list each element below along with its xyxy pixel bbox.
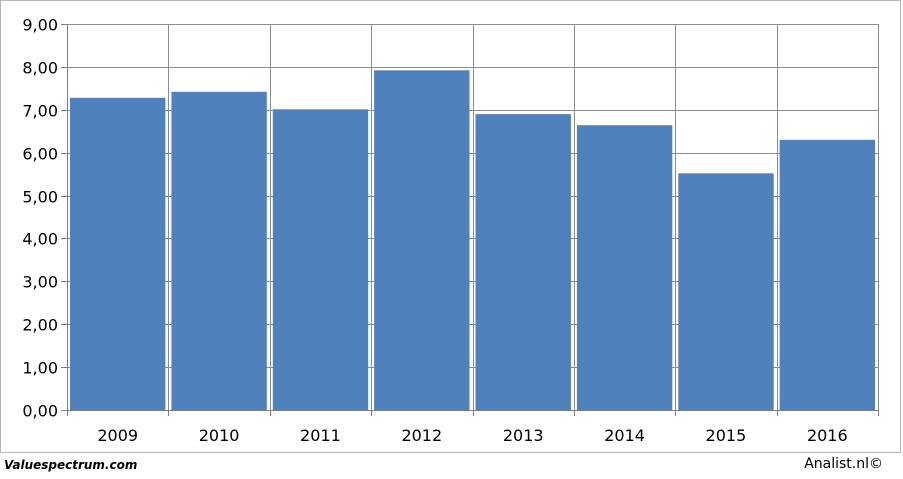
bar-2015 — [678, 173, 774, 410]
bar-2016 — [779, 139, 875, 411]
y-tick-label: 4,00 — [22, 230, 58, 249]
x-tick-label: 2010 — [199, 426, 240, 445]
y-tick-label: 2,00 — [22, 316, 58, 335]
bar-2011 — [272, 109, 369, 411]
y-tick-label: 3,00 — [22, 273, 58, 292]
bar-chart: 0,00 1,00 2,00 3,00 4,00 5,00 6,00 7,00 8,00 9,00… — [22, 16, 879, 445]
x-tick-label: 2011 — [300, 426, 341, 445]
bar-2013 — [475, 114, 571, 410]
y-tick-label: 6,00 — [22, 145, 58, 164]
credit-label: Analist.nl© — [804, 456, 883, 472]
x-tick-label: 2014 — [604, 426, 645, 445]
y-tick-label: 1,00 — [22, 359, 58, 378]
y-tick-label: 9,00 — [22, 16, 58, 35]
bar-2014 — [576, 125, 673, 410]
bar-2012 — [374, 70, 470, 411]
x-tick-label: 2013 — [503, 426, 544, 445]
x-tick-label: 2015 — [706, 426, 747, 445]
source-label: Valuespectrum.com — [4, 458, 138, 472]
chart-frame: 0,00 1,00 2,00 3,00 4,00 5,00 6,00 7,00 8,00 9,00… — [0, 0, 901, 453]
bar-2010 — [171, 91, 267, 411]
x-tick-label: 2012 — [401, 426, 442, 445]
x-tick-label: 2016 — [807, 426, 848, 445]
y-tick-label: 7,00 — [22, 102, 58, 121]
bar-2009 — [70, 97, 166, 411]
x-tick-label: 2009 — [97, 426, 138, 445]
y-tick-label: 0,00 — [22, 402, 58, 421]
y-tick-label: 5,00 — [22, 188, 58, 207]
y-tick-label: 8,00 — [22, 59, 58, 78]
